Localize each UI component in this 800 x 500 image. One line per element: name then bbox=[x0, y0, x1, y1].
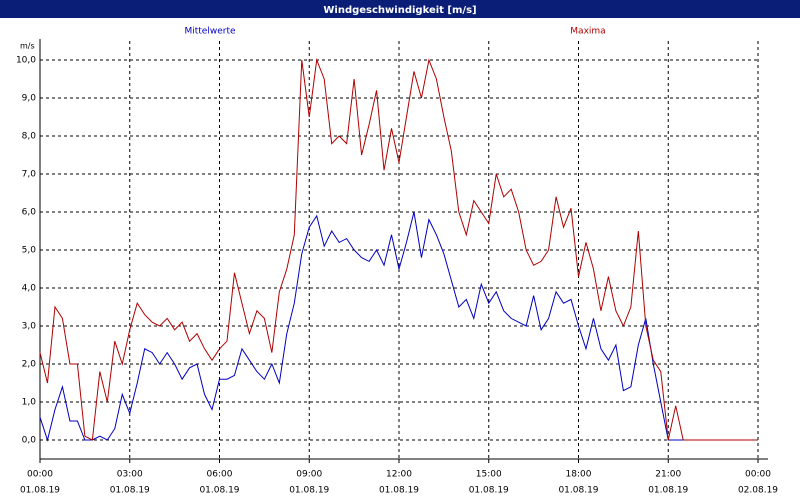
y-tick-label: 0,0 bbox=[22, 436, 37, 446]
x-tick-date: 01.08.19 bbox=[648, 486, 688, 496]
y-tick-label: 1,0 bbox=[22, 398, 37, 408]
x-tick-label: 06:00 bbox=[207, 470, 233, 480]
y-tick-label: 6,0 bbox=[22, 208, 37, 218]
y-tick-label: 5,0 bbox=[22, 246, 37, 256]
y-tick-label: 10,0 bbox=[16, 56, 36, 66]
x-tick-label: 21:00 bbox=[655, 470, 681, 480]
x-tick-label: 00:00 bbox=[745, 470, 771, 480]
y-tick-label: 7,0 bbox=[22, 170, 37, 180]
y-axis-label: m/s bbox=[20, 42, 35, 51]
y-tick-label: 3,0 bbox=[22, 322, 37, 332]
x-tick-date: 01.08.19 bbox=[469, 486, 509, 496]
title-bar bbox=[0, 0, 800, 18]
x-tick-date: 01.08.19 bbox=[289, 486, 329, 496]
x-tick-date: 01.08.19 bbox=[110, 486, 150, 496]
x-tick-date: 01.08.19 bbox=[199, 486, 239, 496]
legend-entry: Maxima bbox=[570, 27, 605, 37]
x-tick-date: 01.08.19 bbox=[379, 486, 419, 496]
x-tick-date: 01.08.19 bbox=[20, 486, 60, 496]
y-tick-label: 4,0 bbox=[22, 284, 37, 294]
x-tick-date: 02.08.19 bbox=[738, 486, 778, 496]
x-tick-label: 00:00 bbox=[27, 470, 53, 480]
chart-title: Windgeschwindigkeit [m/s] bbox=[323, 5, 476, 16]
legend-entry: Mittelwerte bbox=[184, 27, 235, 37]
x-tick-label: 03:00 bbox=[117, 470, 143, 480]
y-tick-label: 9,0 bbox=[22, 94, 37, 104]
x-tick-date: 01.08.19 bbox=[558, 486, 598, 496]
x-tick-label: 12:00 bbox=[386, 470, 412, 480]
data-line bbox=[39, 211, 758, 442]
x-tick-label: 15:00 bbox=[476, 470, 502, 480]
x-tick-label: 18:00 bbox=[566, 470, 592, 480]
x-tick-label: 09:00 bbox=[296, 470, 322, 480]
y-tick-label: 2,0 bbox=[22, 360, 37, 370]
data-line bbox=[39, 58, 758, 441]
y-tick-label: 8,0 bbox=[22, 132, 37, 142]
